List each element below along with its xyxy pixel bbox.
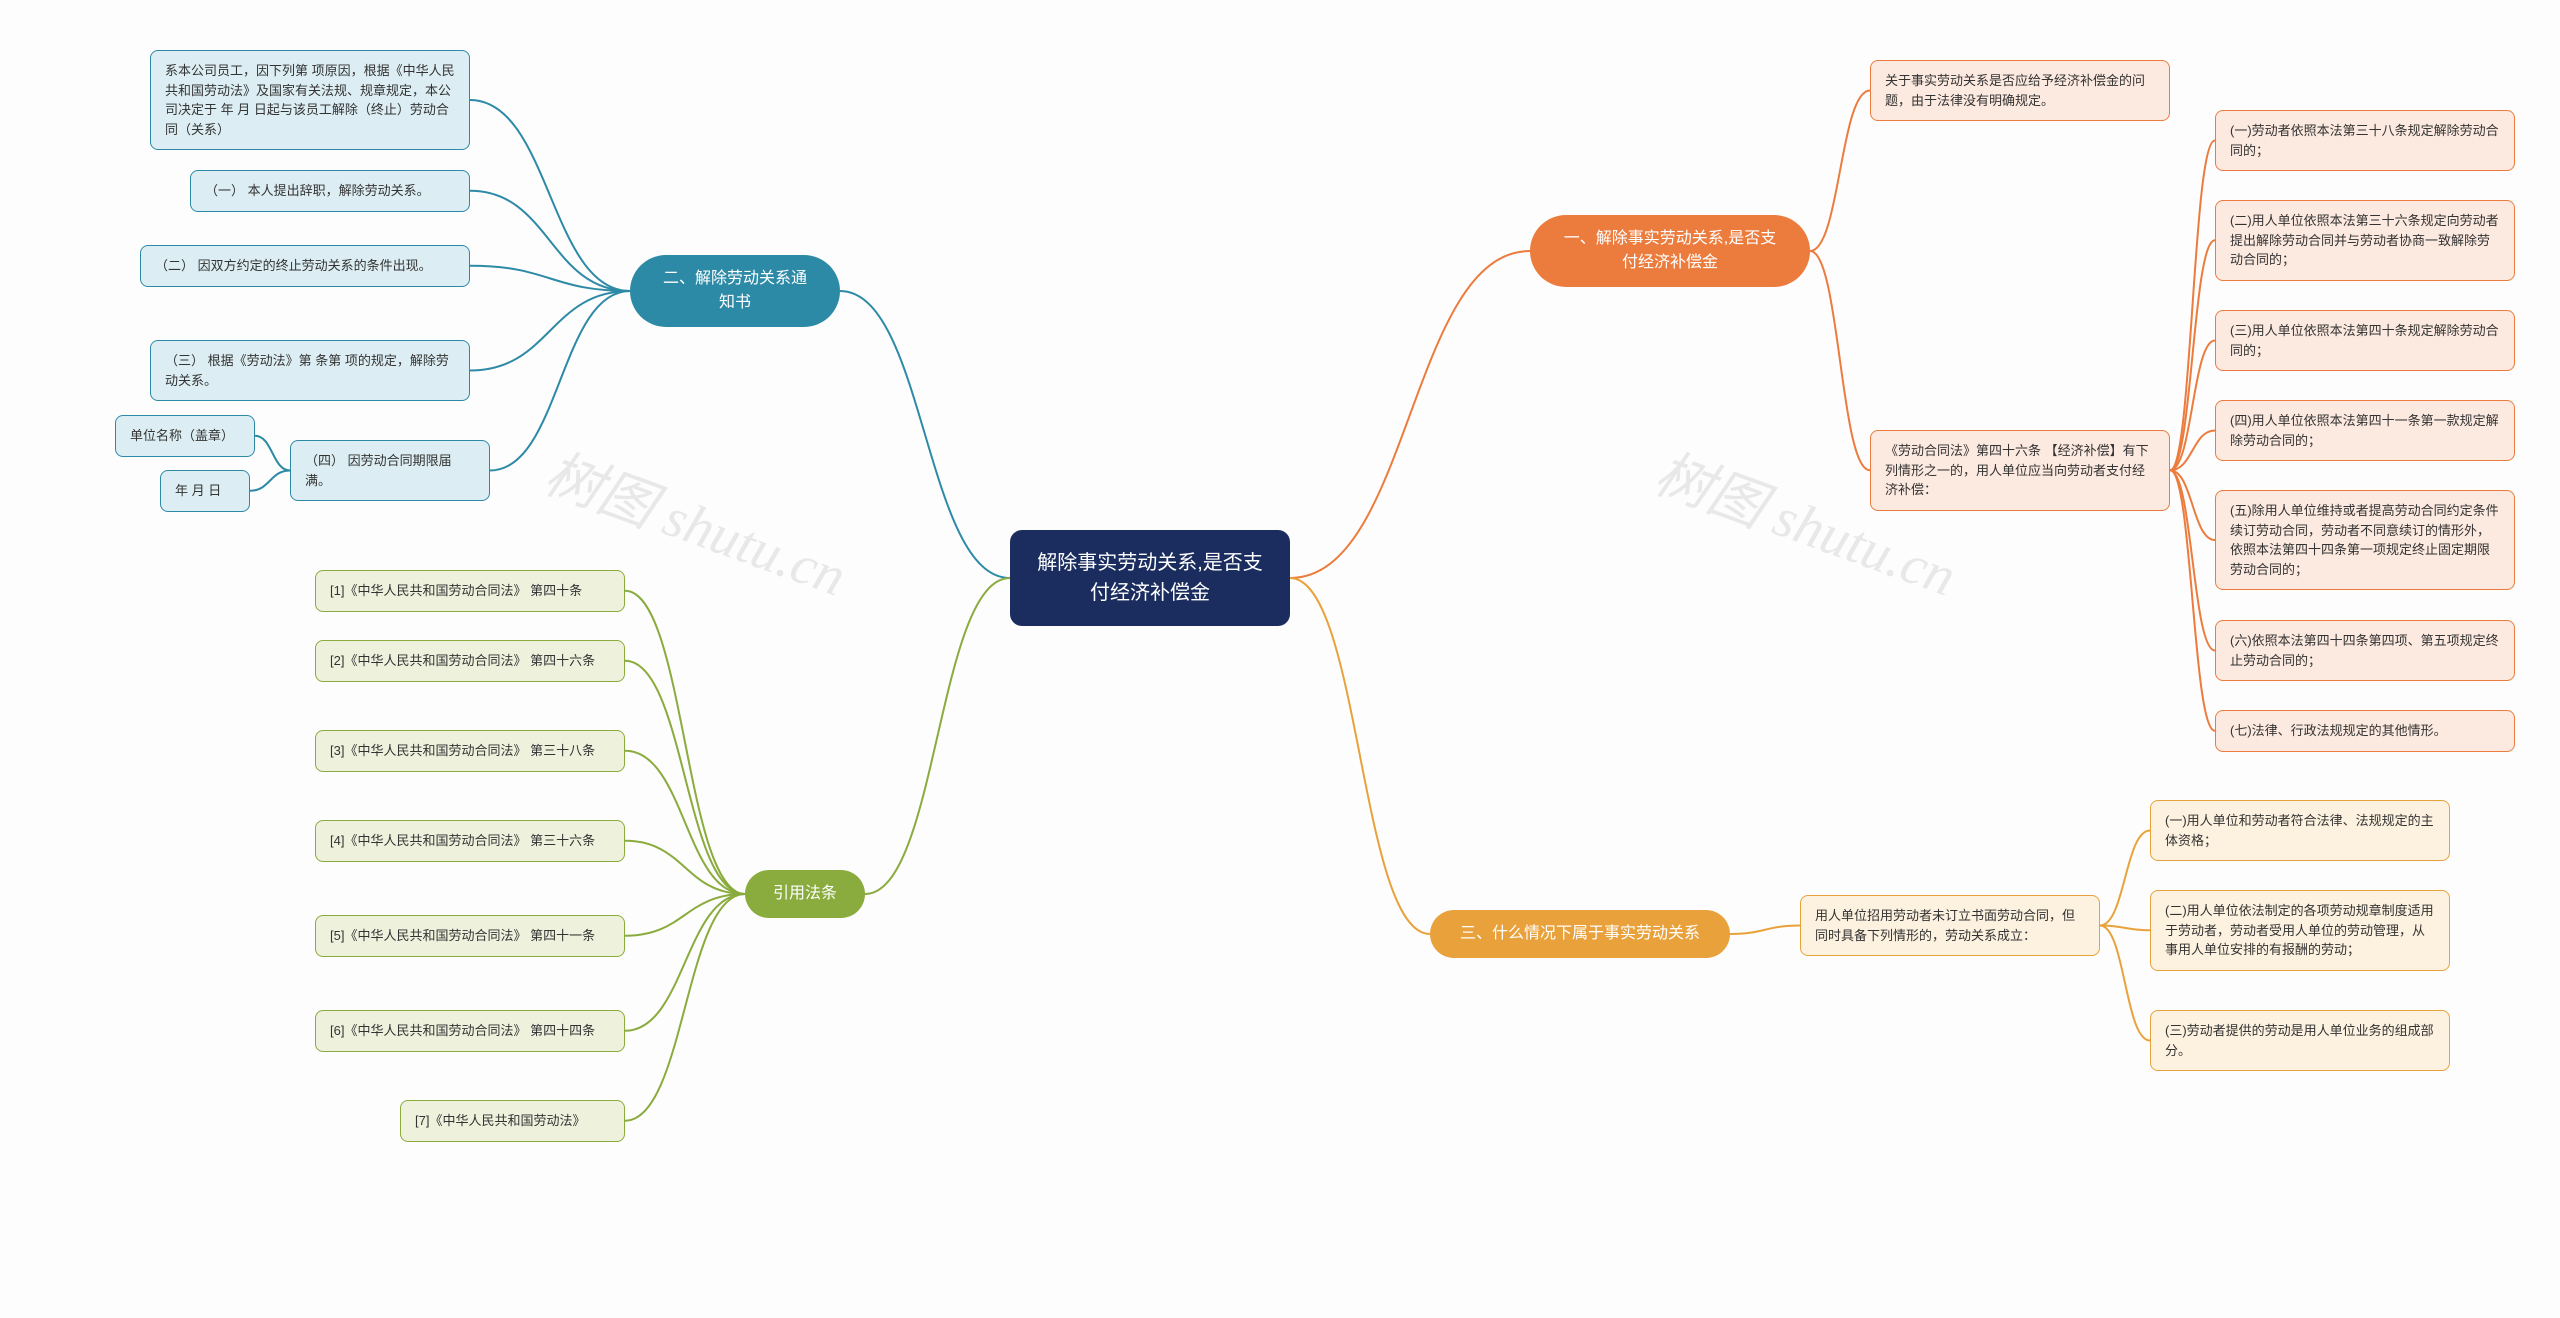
leaf-b1-2-5[interactable]: (五)除用人单位维持或者提高劳动合同约定条件续订劳动合同，劳动者不同意续订的情形… — [2215, 490, 2515, 590]
leaf-b1-2[interactable]: 《劳动合同法》第四十六条 【经济补偿】有下列情形之一的，用人单位应当向劳动者支付… — [1870, 430, 2170, 511]
leaf-b3-1[interactable]: 用人单位招用劳动者未订立书面劳动合同，但同时具备下列情形的，劳动关系成立： — [1800, 895, 2100, 956]
leaf-b2-3[interactable]: （三） 根据《劳动法》第 条第 项的规定，解除劳动关系。 — [150, 340, 470, 401]
branch-1[interactable]: 一、解除事实劳动关系,是否支付经济补偿金 — [1530, 215, 1810, 287]
leaf-b1-2-7[interactable]: (七)法律、行政法规规定的其他情形。 — [2215, 710, 2515, 752]
branch-3[interactable]: 三、什么情况下属于事实劳动关系 — [1430, 910, 1730, 958]
leaf-b2-4[interactable]: （四） 因劳动合同期限届满。 — [290, 440, 490, 501]
leaf-b4-7[interactable]: [7]《中华人民共和国劳动法》 — [400, 1100, 625, 1142]
leaf-b2-4-2[interactable]: 年 月 日 — [160, 470, 250, 512]
leaf-b3-1-1[interactable]: (一)用人单位和劳动者符合法律、法规规定的主体资格； — [2150, 800, 2450, 861]
leaf-b2-2[interactable]: （二） 因双方约定的终止劳动关系的条件出现。 — [140, 245, 470, 287]
leaf-b1-2-4[interactable]: (四)用人单位依照本法第四十一条第一款规定解除劳动合同的； — [2215, 400, 2515, 461]
leaf-b2-4-1[interactable]: 单位名称（盖章） — [115, 415, 255, 457]
leaf-b3-1-3[interactable]: (三)劳动者提供的劳动是用人单位业务的组成部分。 — [2150, 1010, 2450, 1071]
leaf-b4-4[interactable]: [4]《中华人民共和国劳动合同法》 第三十六条 — [315, 820, 625, 862]
mindmap-canvas: 树图 shutu.cn 树图 shutu.cn 解除事实劳动关系,是否支付经济补… — [0, 0, 2560, 1318]
leaf-b2-1[interactable]: （一） 本人提出辞职，解除劳动关系。 — [190, 170, 470, 212]
branch-4[interactable]: 引用法条 — [745, 870, 865, 918]
leaf-b4-1[interactable]: [1]《中华人民共和国劳动合同法》 第四十条 — [315, 570, 625, 612]
leaf-b4-3[interactable]: [3]《中华人民共和国劳动合同法》 第三十八条 — [315, 730, 625, 772]
leaf-b1-1[interactable]: 关于事实劳动关系是否应给予经济补偿金的问题，由于法律没有明确规定。 — [1870, 60, 2170, 121]
center-node[interactable]: 解除事实劳动关系,是否支付经济补偿金 — [1010, 530, 1290, 626]
leaf-b2-0[interactable]: 系本公司员工，因下列第 项原因，根据《中华人民共和国劳动法》及国家有关法规、规章… — [150, 50, 470, 150]
leaf-b1-2-2[interactable]: (二)用人单位依照本法第三十六条规定向劳动者提出解除劳动合同并与劳动者协商一致解… — [2215, 200, 2515, 281]
leaf-b1-2-6[interactable]: (六)依照本法第四十四条第四项、第五项规定终止劳动合同的； — [2215, 620, 2515, 681]
leaf-b4-2[interactable]: [2]《中华人民共和国劳动合同法》 第四十六条 — [315, 640, 625, 682]
leaf-b1-2-3[interactable]: (三)用人单位依照本法第四十条规定解除劳动合同的； — [2215, 310, 2515, 371]
leaf-b4-5[interactable]: [5]《中华人民共和国劳动合同法》 第四十一条 — [315, 915, 625, 957]
leaf-b3-1-2[interactable]: (二)用人单位依法制定的各项劳动规章制度适用于劳动者，劳动者受用人单位的劳动管理… — [2150, 890, 2450, 971]
leaf-b1-2-1[interactable]: (一)劳动者依照本法第三十八条规定解除劳动合同的； — [2215, 110, 2515, 171]
branch-2[interactable]: 二、解除劳动关系通知书 — [630, 255, 840, 327]
leaf-b4-6[interactable]: [6]《中华人民共和国劳动合同法》 第四十四条 — [315, 1010, 625, 1052]
